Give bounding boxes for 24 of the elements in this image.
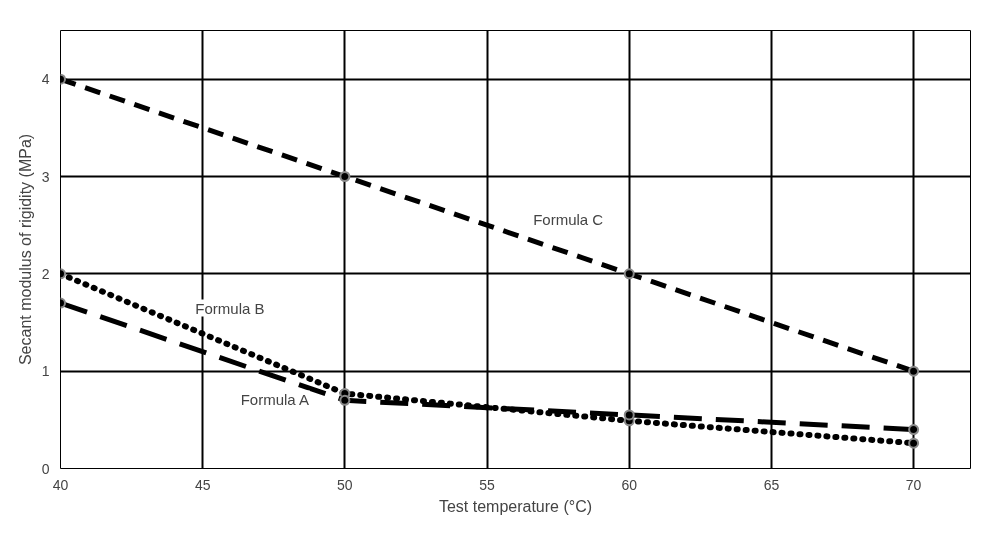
y-tick-label: 1 bbox=[41, 363, 50, 380]
x-tick-label: 45 bbox=[194, 476, 211, 493]
x-tick-label: 55 bbox=[479, 476, 496, 493]
series-label: Formula B bbox=[195, 299, 265, 317]
x-tick-label: 60 bbox=[621, 476, 638, 493]
point bbox=[623, 409, 635, 421]
y-tick-label: 2 bbox=[41, 265, 50, 282]
y-axis-title: Secant modulus of rigidity (MPa) bbox=[16, 133, 34, 366]
point bbox=[623, 268, 635, 280]
y-tick-label: 3 bbox=[41, 168, 50, 185]
series-label: Formula C bbox=[533, 211, 604, 228]
x-tick-label: 40 bbox=[52, 476, 69, 493]
point bbox=[908, 437, 920, 449]
point bbox=[908, 424, 920, 436]
point bbox=[339, 394, 351, 406]
series-label: Formula A bbox=[240, 390, 310, 408]
y-tick-label: 4 bbox=[41, 71, 50, 88]
x-tick-label: 50 bbox=[337, 476, 353, 493]
y-tick-label: 0 bbox=[41, 460, 50, 477]
point bbox=[908, 365, 920, 377]
x-axis-title: Test temperature (°C) bbox=[438, 497, 593, 515]
x-tick-label: 65 bbox=[763, 476, 780, 493]
x-tick-label: 70 bbox=[905, 476, 922, 493]
point bbox=[339, 171, 351, 182]
